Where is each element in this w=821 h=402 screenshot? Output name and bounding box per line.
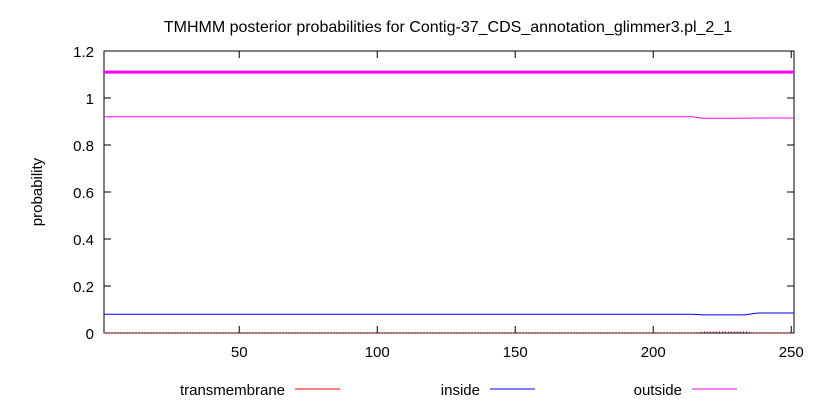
x-tick-label: 250 [779, 344, 804, 361]
x-tick-label: 200 [641, 344, 666, 361]
x-tick-label: 100 [365, 344, 390, 361]
x-tick-label: 150 [503, 344, 528, 361]
series-line-outside [104, 116, 794, 119]
x-tick-label: 50 [231, 344, 248, 361]
y-tick-label: 0.8 [73, 138, 94, 155]
plot-area [103, 50, 795, 334]
y-tick-label: 0.4 [73, 232, 94, 249]
y-axis-label: probability [29, 157, 46, 226]
series-lines [104, 70, 794, 334]
legend: transmembrane inside outside [180, 382, 737, 399]
legend-label-transmembrane: transmembrane [180, 382, 285, 399]
axis-ticks: 0 0.2 0.4 0.6 0.8 1 1.2 50 100 150 200 250 [73, 44, 804, 361]
legend-label-inside: inside [441, 382, 480, 399]
y-tick-label: 0.6 [73, 185, 94, 202]
plot-frame [103, 50, 795, 334]
chart-title: TMHMM posterior probabilities for Contig… [164, 19, 732, 36]
y-tick-label: 0.2 [73, 279, 94, 296]
series-line-transmembrane [104, 331, 794, 334]
series-line-inside [104, 312, 794, 316]
y-tick-label: 0 [86, 326, 94, 343]
legend-label-outside: outside [634, 382, 682, 399]
y-tick-label: 1.2 [73, 44, 94, 61]
y-tick-label: 1 [86, 91, 94, 108]
